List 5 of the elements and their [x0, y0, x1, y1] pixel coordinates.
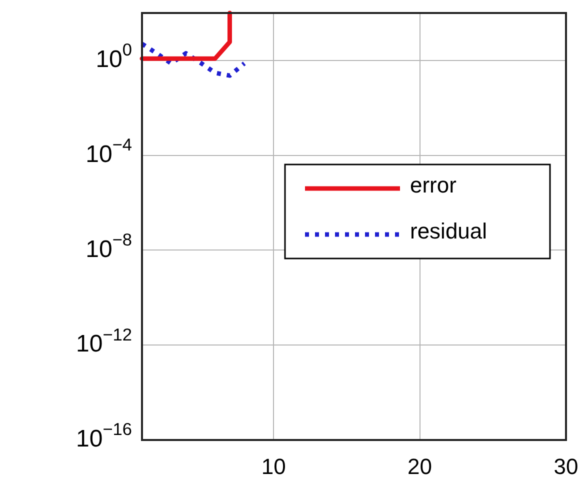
x-tick-label: 10 [261, 454, 286, 480]
x-tick-label: 20 [408, 454, 432, 480]
legend-label: error [410, 172, 456, 198]
x-tick-label: 30 [554, 454, 578, 480]
legend-label: residual [410, 218, 488, 244]
